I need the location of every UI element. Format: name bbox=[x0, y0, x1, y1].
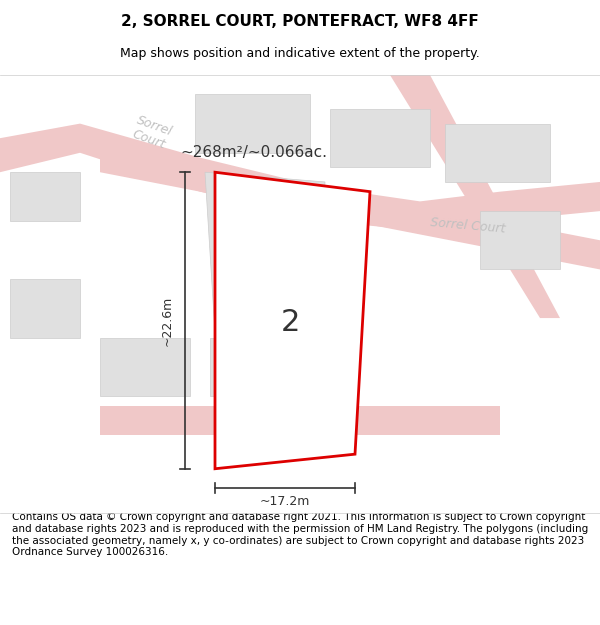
Text: 2: 2 bbox=[280, 308, 299, 338]
Text: ~22.6m: ~22.6m bbox=[161, 296, 173, 346]
Polygon shape bbox=[480, 211, 560, 269]
Polygon shape bbox=[100, 406, 500, 435]
Polygon shape bbox=[195, 94, 310, 152]
Polygon shape bbox=[10, 173, 80, 221]
Text: Contains OS data © Crown copyright and database right 2021. This information is : Contains OS data © Crown copyright and d… bbox=[12, 512, 588, 558]
Text: Map shows position and indicative extent of the property.: Map shows position and indicative extent… bbox=[120, 48, 480, 61]
Polygon shape bbox=[330, 109, 430, 168]
Polygon shape bbox=[100, 338, 190, 396]
Polygon shape bbox=[390, 75, 560, 318]
Polygon shape bbox=[210, 338, 310, 396]
Text: Sorrel
Court: Sorrel Court bbox=[130, 114, 175, 153]
Polygon shape bbox=[215, 173, 370, 469]
Polygon shape bbox=[205, 173, 325, 348]
Text: 2, SORREL COURT, PONTEFRACT, WF8 4FF: 2, SORREL COURT, PONTEFRACT, WF8 4FF bbox=[121, 14, 479, 29]
Polygon shape bbox=[100, 143, 600, 269]
Polygon shape bbox=[10, 279, 80, 338]
Text: Sorrel Court: Sorrel Court bbox=[430, 216, 506, 236]
Text: ~17.2m: ~17.2m bbox=[260, 495, 310, 508]
Text: ~268m²/~0.066ac.: ~268m²/~0.066ac. bbox=[180, 145, 327, 160]
Polygon shape bbox=[0, 124, 600, 231]
Polygon shape bbox=[445, 124, 550, 182]
